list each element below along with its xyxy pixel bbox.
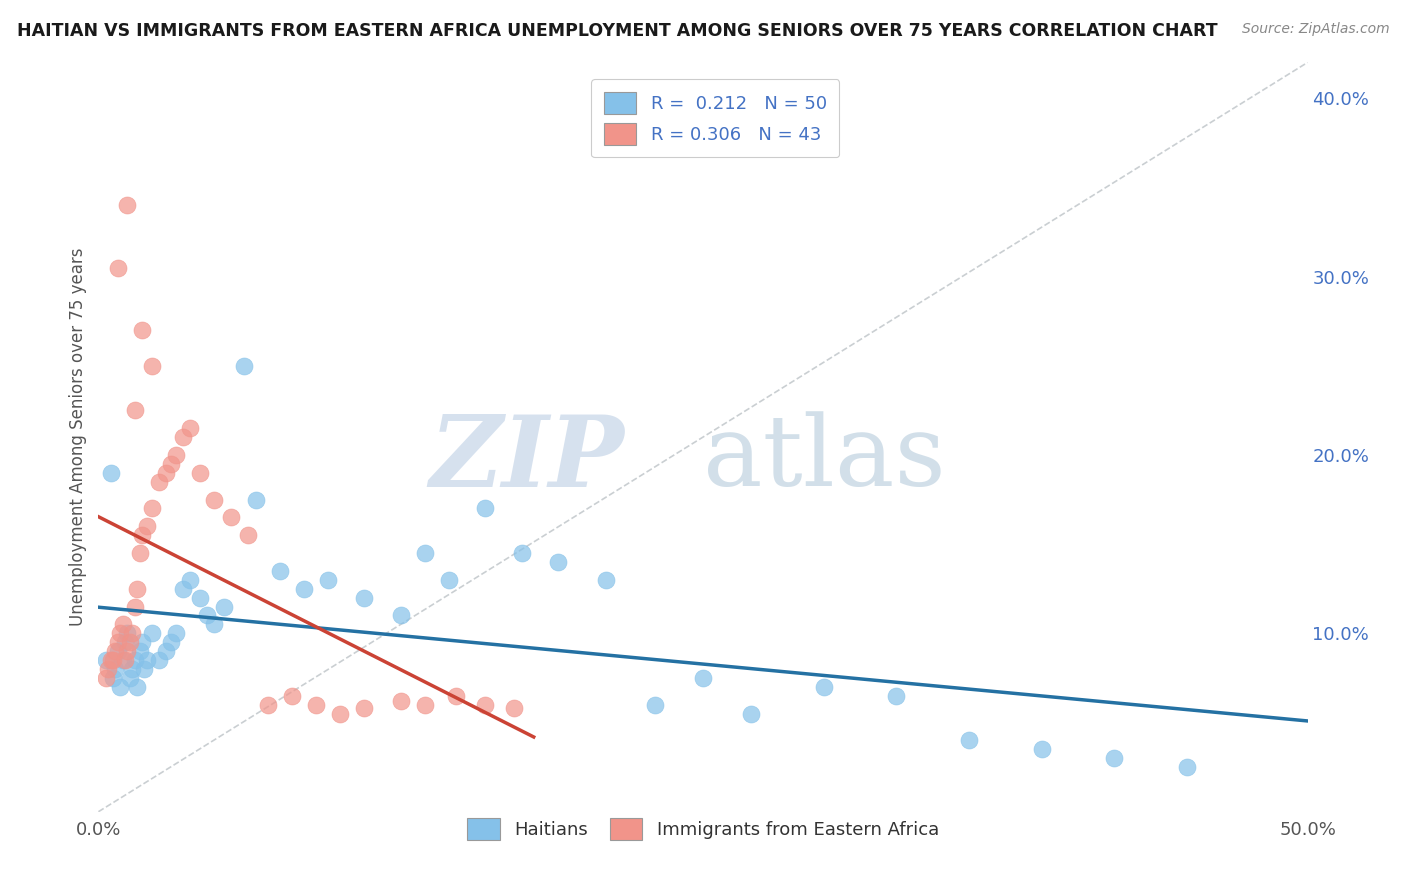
Point <box>134 662 156 676</box>
Point <box>644 698 666 712</box>
Point <box>97 662 120 676</box>
Point <box>160 457 183 471</box>
Point <box>204 617 226 632</box>
Point <box>446 689 468 703</box>
Point <box>329 706 352 721</box>
Point <box>124 599 146 614</box>
Point <box>141 501 163 516</box>
Point <box>114 653 136 667</box>
Point <box>474 501 496 516</box>
Point <box>474 698 496 712</box>
Point <box>118 635 141 649</box>
Point <box>155 466 177 480</box>
Point <box>135 653 157 667</box>
Point <box>94 671 117 685</box>
Point <box>238 528 260 542</box>
Point <box>108 626 131 640</box>
Text: atlas: atlas <box>703 412 945 508</box>
Point <box>195 608 218 623</box>
Point <box>111 653 134 667</box>
Point <box>148 653 170 667</box>
Point <box>121 662 143 676</box>
Point <box>179 573 201 587</box>
Point <box>179 421 201 435</box>
Point <box>1031 742 1053 756</box>
Point <box>165 448 187 462</box>
Point <box>413 698 436 712</box>
Point <box>131 635 153 649</box>
Y-axis label: Unemployment Among Seniors over 75 years: Unemployment Among Seniors over 75 years <box>69 248 87 626</box>
Point <box>127 680 149 694</box>
Point <box>188 591 211 605</box>
Text: HAITIAN VS IMMIGRANTS FROM EASTERN AFRICA UNEMPLOYMENT AMONG SENIORS OVER 75 YEA: HAITIAN VS IMMIGRANTS FROM EASTERN AFRIC… <box>17 22 1218 40</box>
Point <box>221 510 243 524</box>
Point <box>503 701 526 715</box>
Point <box>141 359 163 373</box>
Point <box>1102 751 1125 765</box>
Point <box>595 573 617 587</box>
Point <box>148 475 170 489</box>
Point <box>740 706 762 721</box>
Point <box>188 466 211 480</box>
Point <box>111 617 134 632</box>
Point <box>245 492 267 507</box>
Point <box>292 582 315 596</box>
Point <box>692 671 714 685</box>
Point <box>269 564 291 578</box>
Point <box>101 671 124 685</box>
Point <box>128 644 150 658</box>
Point <box>281 689 304 703</box>
Text: ZIP: ZIP <box>429 411 624 508</box>
Point <box>104 644 127 658</box>
Point <box>117 644 139 658</box>
Legend: Haitians, Immigrants from Eastern Africa: Haitians, Immigrants from Eastern Africa <box>460 811 946 847</box>
Point <box>107 635 129 649</box>
Point <box>813 680 835 694</box>
Point <box>124 403 146 417</box>
Point <box>305 698 328 712</box>
Point <box>101 653 124 667</box>
Point <box>131 528 153 542</box>
Point <box>212 599 235 614</box>
Point <box>117 626 139 640</box>
Point <box>121 626 143 640</box>
Point <box>100 653 122 667</box>
Point <box>135 519 157 533</box>
Point <box>172 430 194 444</box>
Point <box>155 644 177 658</box>
Point <box>1175 760 1198 774</box>
Point <box>165 626 187 640</box>
Point <box>107 260 129 275</box>
Point <box>117 198 139 212</box>
Point <box>104 662 127 676</box>
Point <box>107 644 129 658</box>
Point <box>131 323 153 337</box>
Point <box>160 635 183 649</box>
Point <box>353 701 375 715</box>
Point <box>256 698 278 712</box>
Point <box>413 546 436 560</box>
Text: Source: ZipAtlas.com: Source: ZipAtlas.com <box>1241 22 1389 37</box>
Point <box>389 694 412 708</box>
Point <box>886 689 908 703</box>
Point <box>114 635 136 649</box>
Point <box>128 546 150 560</box>
Point <box>316 573 339 587</box>
Point <box>127 582 149 596</box>
Point <box>353 591 375 605</box>
Point <box>124 653 146 667</box>
Point <box>204 492 226 507</box>
Point <box>100 466 122 480</box>
Point <box>437 573 460 587</box>
Point <box>141 626 163 640</box>
Point <box>510 546 533 560</box>
Point <box>389 608 412 623</box>
Point <box>108 680 131 694</box>
Point <box>232 359 254 373</box>
Point <box>547 555 569 569</box>
Point <box>118 671 141 685</box>
Point <box>172 582 194 596</box>
Point <box>957 733 980 747</box>
Point <box>94 653 117 667</box>
